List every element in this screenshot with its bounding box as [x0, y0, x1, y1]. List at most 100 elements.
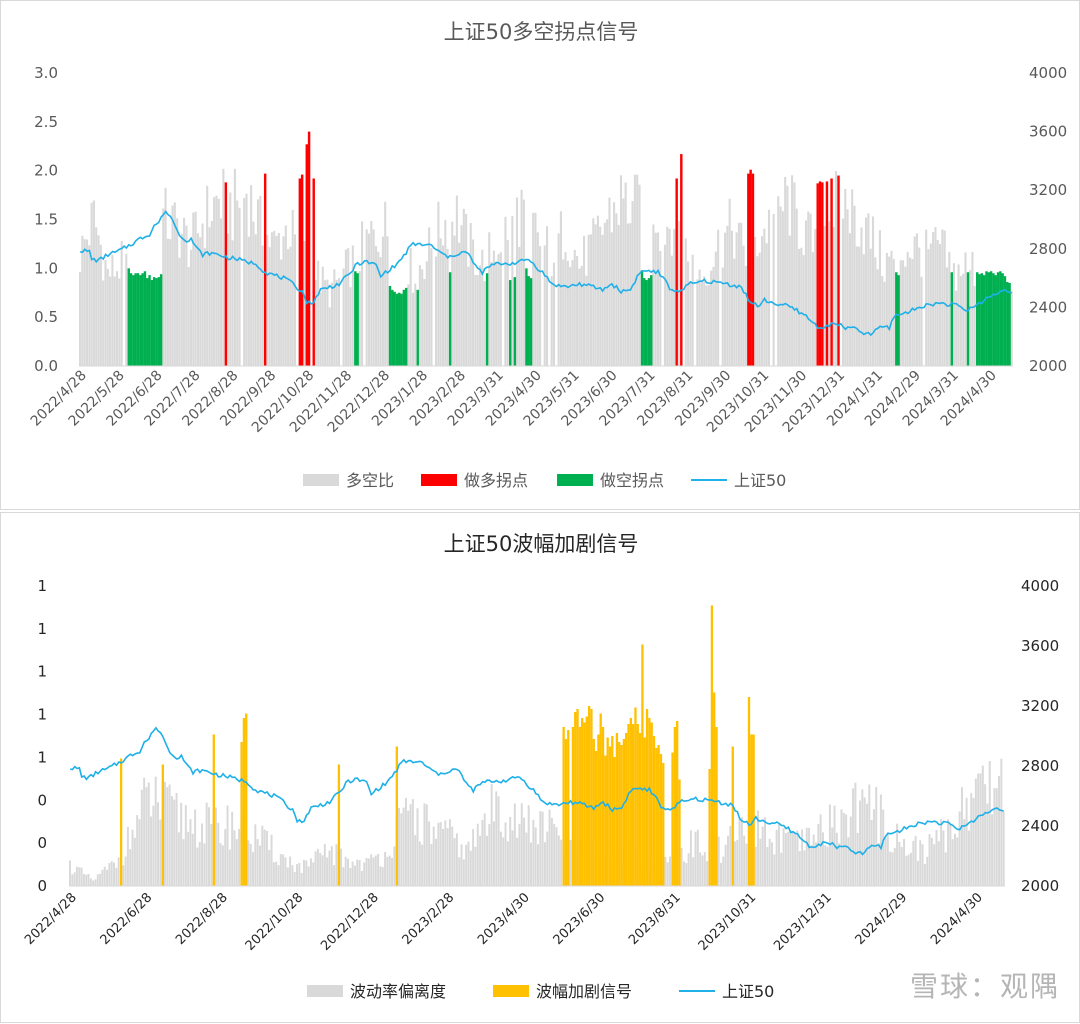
deviation-bar — [147, 782, 150, 886]
sz50-line-group — [80, 210, 1013, 337]
deviation-bar — [520, 803, 523, 886]
ratio-bar — [888, 256, 891, 366]
volatility-signal-bar — [620, 745, 623, 886]
ratio-bar — [737, 222, 740, 366]
deviation-bar — [374, 855, 377, 886]
y-left-tick: 3.0 — [34, 64, 58, 82]
deviation-bar — [458, 857, 461, 886]
deviation-bar — [928, 834, 931, 886]
deviation-bar — [967, 830, 970, 886]
ratio-bar — [377, 251, 380, 366]
y-right-tick: 2400 — [1029, 298, 1067, 316]
volatility-signal-bar — [645, 709, 649, 886]
ratio-bar — [943, 230, 946, 366]
ratio-bar — [689, 281, 692, 366]
ratio-bar — [615, 213, 618, 366]
ratio-bar — [344, 249, 347, 366]
ratio-bar — [881, 276, 884, 366]
y-right-tick: 2000 — [1029, 357, 1067, 375]
ratio-bar — [187, 267, 190, 366]
ratio-bar — [712, 266, 715, 366]
deviation-bar — [270, 834, 273, 886]
short-signal-bar — [146, 278, 149, 366]
ratio-bar — [576, 256, 579, 366]
ratio-bar — [266, 234, 269, 366]
short-signal-bar — [395, 293, 399, 366]
ratio-bar — [758, 252, 761, 366]
deviation-bar — [766, 847, 769, 886]
deviation-bar — [217, 822, 220, 886]
volatility-signal-bar — [747, 697, 751, 886]
ratio-bar — [622, 198, 625, 366]
deviation-bar — [699, 852, 702, 886]
ratio-bar — [807, 211, 810, 366]
deviation-bar — [78, 867, 81, 886]
deviation-bar — [349, 867, 352, 886]
deviation-bar — [140, 789, 143, 886]
ratio-bar — [199, 237, 202, 366]
ratio-bar — [629, 223, 632, 366]
x-tick: 2023/2/28 — [400, 890, 458, 948]
deviation-bar — [391, 857, 394, 886]
volatility-signal-bar — [585, 716, 588, 886]
volatility-signal-bar — [752, 734, 755, 886]
ratio-bar — [932, 232, 935, 366]
ratio-bar — [892, 259, 895, 366]
deviation-bar — [89, 878, 92, 886]
ratio-bar — [233, 168, 236, 366]
ratio-bar — [222, 168, 225, 366]
deviation-bar — [152, 805, 155, 886]
ratio-bar — [594, 224, 597, 366]
ratio-bar — [522, 199, 525, 366]
volatility-signal-bar — [574, 712, 577, 886]
deviation-bar — [175, 792, 178, 886]
ratio-bar — [192, 212, 195, 366]
ratio-bar — [539, 246, 542, 366]
deviation-bar — [817, 824, 820, 886]
ratio-bar — [814, 229, 817, 366]
ratio-bar — [465, 213, 468, 366]
deviation-bar — [995, 788, 998, 886]
deviation-bar — [553, 824, 556, 886]
ratio-bar — [236, 200, 239, 366]
deviation-bar — [951, 839, 954, 886]
short-signal-bar — [987, 272, 990, 366]
deviation-bar — [764, 817, 767, 886]
volatility-signal-bar — [571, 727, 575, 886]
sz50-line — [80, 210, 1013, 337]
ratio-bar — [728, 198, 731, 366]
deviation-bar — [808, 827, 811, 886]
ratio-bar — [767, 209, 771, 366]
deviation-bar — [407, 810, 410, 886]
ratio-bar — [104, 260, 107, 366]
ratio-bar — [550, 276, 553, 366]
long-signal-bar — [751, 173, 755, 366]
volatility-signal-bar — [587, 706, 591, 886]
deviation-bar — [870, 819, 873, 886]
deviation-bar — [736, 840, 739, 886]
deviation-bar — [687, 853, 690, 886]
deviation-bar — [353, 865, 356, 886]
x-tick: 2022/4/28 — [22, 890, 80, 948]
deviation-bar — [733, 841, 736, 886]
volatility-signal-bar — [161, 764, 164, 886]
ratio-bar — [189, 249, 193, 366]
deviation-bar — [824, 845, 827, 886]
x-tick: 2023/4/30 — [475, 890, 533, 948]
volatility-signal-bar — [641, 644, 644, 886]
short-signal-bar — [148, 275, 151, 366]
deviation-bar — [377, 853, 380, 886]
short-signal-bar — [127, 268, 130, 366]
sz50-line — [70, 726, 1005, 856]
legend: 多空比 做多拐点 做空拐点 上证50 — [303, 471, 786, 490]
ratio-bar — [855, 246, 858, 366]
deviation-bar — [465, 844, 468, 886]
ratio-bar — [317, 260, 320, 366]
volatility-signal-bar — [608, 746, 612, 886]
short-signal-bar — [529, 278, 533, 366]
ratio-bar — [700, 280, 703, 366]
deviation-bar — [717, 836, 720, 886]
short-signal-bar — [976, 272, 979, 366]
deviation-bar — [555, 827, 558, 886]
deviation-bar — [462, 859, 465, 886]
